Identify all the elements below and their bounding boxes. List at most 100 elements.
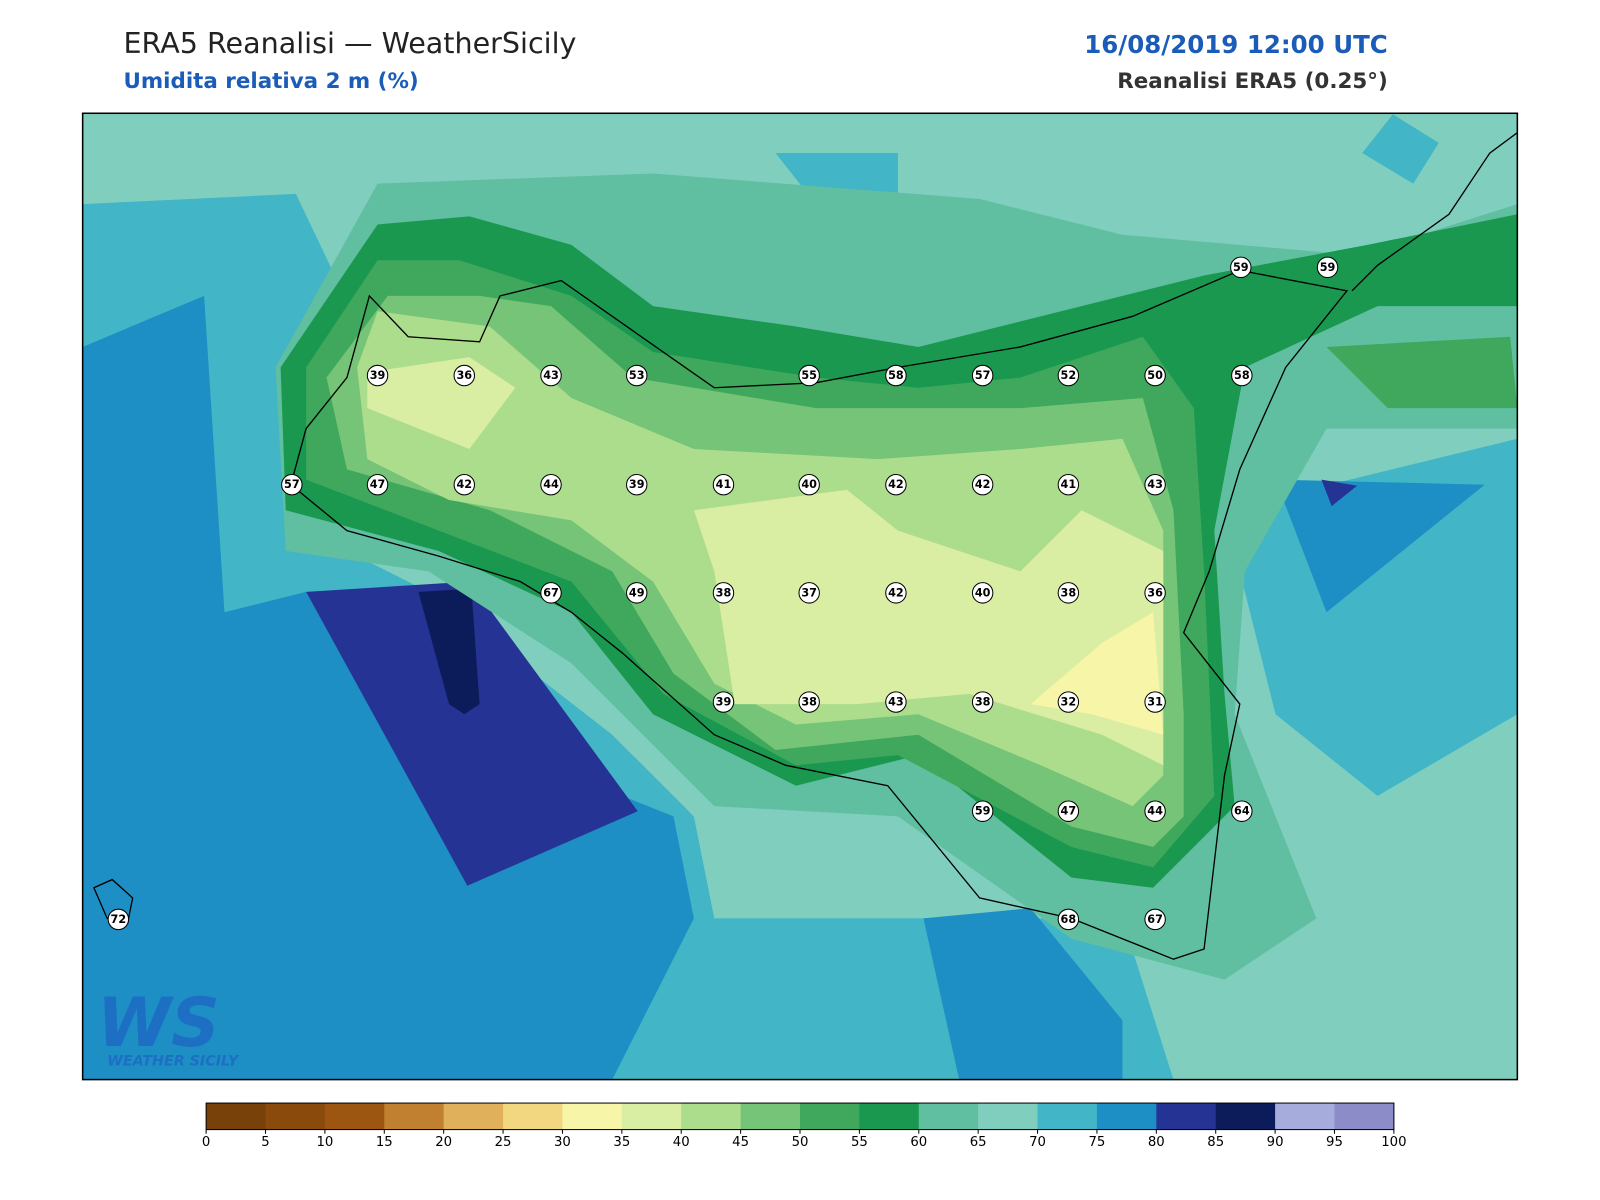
station-marker [626, 364, 648, 387]
colorbar-segment [681, 1103, 742, 1130]
station-value: 43 [1147, 478, 1163, 491]
station-value: 40 [975, 586, 991, 599]
colorbar-segment [1156, 1103, 1217, 1130]
station-marker [885, 691, 907, 713]
station-value: 59 [975, 805, 991, 818]
station-value: 58 [888, 369, 904, 382]
colorbar-segment [859, 1103, 920, 1130]
station-marker [1230, 256, 1252, 279]
station-value: 59 [1233, 261, 1249, 274]
station-value: 31 [1147, 696, 1163, 709]
colorbar-tick-label: 25 [495, 1135, 512, 1150]
station-marker [1057, 582, 1080, 604]
station-marker [1144, 691, 1166, 713]
station-marker [798, 691, 820, 713]
station-value: 36 [456, 369, 472, 382]
station-value: 40 [801, 478, 817, 491]
station-value: 49 [629, 586, 645, 599]
title: ERA5 Reanalisi — WeatherSicily [123, 26, 576, 60]
station-value: 53 [629, 369, 645, 382]
colorbar-segment [621, 1103, 682, 1130]
station-value: 68 [1061, 913, 1077, 926]
source: Reanalisi ERA5 (0.25°) [1117, 69, 1387, 94]
station-value: 67 [543, 586, 559, 599]
station-marker [971, 800, 994, 822]
station-value: 55 [801, 369, 817, 382]
colorbar-tick-label: 5 [261, 1135, 269, 1150]
station-value: 32 [1061, 696, 1077, 709]
colorbar-tick-label: 10 [316, 1135, 333, 1150]
station-marker [1057, 364, 1080, 387]
station-value: 72 [111, 913, 127, 926]
colorbar-tick-label: 70 [1029, 1135, 1046, 1150]
station-marker [1231, 364, 1253, 387]
colorbar-tick-label: 55 [851, 1135, 868, 1150]
station-marker [1144, 908, 1166, 931]
station-value: 37 [801, 586, 817, 599]
station-marker [971, 582, 994, 604]
station-marker [366, 473, 389, 496]
colorbar-tick-label: 20 [435, 1135, 452, 1150]
colorbar-tick-label: 75 [1089, 1135, 1106, 1150]
station-value: 43 [543, 369, 559, 382]
station-marker [798, 364, 820, 387]
colorbar-segment [1334, 1103, 1395, 1130]
station-value: 38 [801, 696, 817, 709]
station-marker [798, 582, 820, 604]
station-value: 67 [1147, 913, 1163, 926]
station-marker [712, 691, 735, 713]
colorbar-segment [978, 1103, 1039, 1130]
station-marker [1057, 691, 1080, 713]
station-marker [712, 473, 735, 496]
station-value: 57 [975, 369, 991, 382]
datetime: 16/08/2019 12:00 UTC [1084, 30, 1388, 59]
station-marker [1057, 473, 1080, 496]
station-marker [1057, 908, 1080, 931]
colorbar-tick-label: 30 [554, 1135, 571, 1150]
colorbar-segment [562, 1103, 623, 1130]
station-value: 42 [888, 586, 904, 599]
station-value: 57 [284, 478, 300, 491]
colorbar-tick-label: 90 [1267, 1135, 1284, 1150]
station-marker [971, 364, 994, 387]
colorbar-segment [800, 1103, 860, 1130]
station-value: 50 [1147, 369, 1163, 382]
colorbar-tick-label: 95 [1326, 1135, 1343, 1150]
station-value: 38 [975, 696, 991, 709]
station-marker [885, 582, 907, 604]
station-marker [1144, 364, 1166, 387]
colorbar-tick-label: 60 [910, 1135, 927, 1150]
subtitle: Umidita relativa 2 m (%) [123, 69, 418, 94]
colorbar-segment [740, 1103, 801, 1130]
station-value: 44 [1147, 805, 1163, 818]
station-value: 58 [1234, 369, 1250, 382]
station-value: 59 [1320, 261, 1336, 274]
colorbar-tick-label: 80 [1148, 1135, 1165, 1150]
station-marker [540, 364, 562, 387]
logo-mark: WS [97, 983, 220, 1062]
colorbar-segment [443, 1103, 504, 1130]
station-marker [1144, 800, 1166, 822]
station-marker [626, 473, 648, 496]
station-value: 38 [1061, 586, 1077, 599]
station-marker [798, 473, 820, 496]
station-marker [971, 691, 994, 713]
station-marker [885, 473, 907, 496]
logo-name: WEATHER SICILY [107, 1053, 240, 1069]
station-value: 44 [543, 478, 559, 491]
colorbar-tick-label: 100 [1381, 1135, 1406, 1150]
station-value: 36 [1147, 586, 1163, 599]
map-frame [81, 112, 1519, 1081]
station-marker [626, 582, 648, 604]
colorbar-segment [1096, 1103, 1157, 1130]
station-value: 39 [716, 696, 732, 709]
colorbar-tick-label: 85 [1207, 1135, 1224, 1150]
colorbar-segment [324, 1103, 385, 1130]
station-value: 42 [975, 478, 991, 491]
station-marker [1144, 582, 1166, 604]
station-marker [453, 364, 475, 387]
station-value: 64 [1234, 805, 1250, 818]
station-value: 47 [370, 478, 386, 491]
station-value: 38 [716, 586, 732, 599]
